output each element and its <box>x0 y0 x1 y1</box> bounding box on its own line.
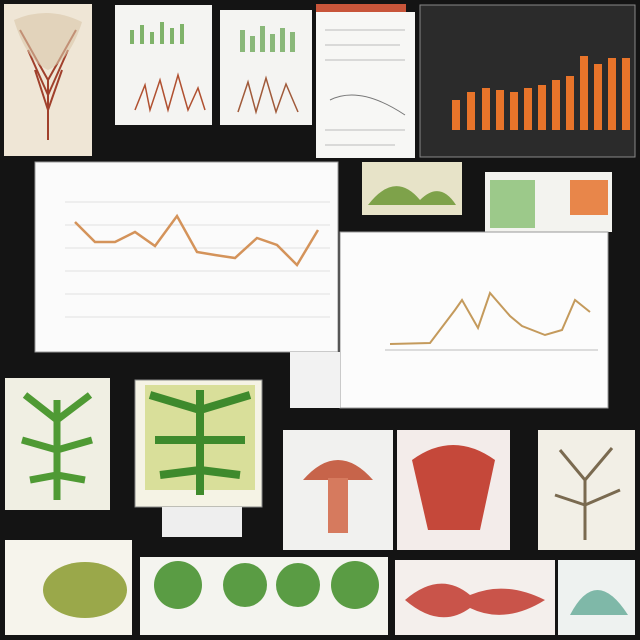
trend-line <box>74 213 320 268</box>
orange-bar <box>566 76 574 130</box>
chart-panel <box>220 10 312 125</box>
leaf-shape <box>43 562 127 618</box>
document-lines <box>325 29 405 146</box>
orange-bar <box>452 100 460 130</box>
mini-bar <box>130 30 134 44</box>
mini-bars <box>240 26 295 52</box>
orange-bar <box>622 58 630 130</box>
orange-bar <box>538 85 546 130</box>
dark-chart-panel <box>419 4 636 158</box>
document-header <box>316 4 406 12</box>
caption-box <box>162 507 242 537</box>
teal-shape <box>570 590 628 615</box>
sheet-orange <box>570 180 608 215</box>
mini-bar <box>160 22 164 44</box>
mini-bar <box>180 24 184 44</box>
mini-bar <box>280 28 285 52</box>
coral-shape <box>412 445 495 530</box>
mini-bar <box>150 32 154 44</box>
orange-bar <box>594 64 602 130</box>
document-curve <box>329 94 406 116</box>
mini-bar <box>270 34 275 52</box>
orange-bar <box>496 90 504 130</box>
muscle-shape <box>405 583 545 618</box>
orange-bar <box>552 80 560 130</box>
tree-row <box>154 561 379 609</box>
tree-crown <box>154 561 202 609</box>
mini-bar <box>250 36 255 52</box>
tree-crown <box>331 561 379 609</box>
mini-bars <box>130 22 184 44</box>
green-tree <box>21 392 93 500</box>
trend-line <box>389 291 591 345</box>
tree-crown <box>276 563 320 607</box>
sheet-green <box>490 180 535 228</box>
mushroom-cap <box>303 460 373 480</box>
tree-crown <box>223 563 267 607</box>
grid <box>65 201 330 318</box>
mushroom-stem <box>328 478 348 533</box>
green-tree <box>148 390 252 495</box>
line-chart-panel <box>34 161 339 353</box>
mini-bar <box>290 32 295 52</box>
panel-edge <box>290 352 340 408</box>
landscape-shape <box>368 186 456 205</box>
mini-line <box>134 72 206 113</box>
orange-bar <box>467 92 475 130</box>
orange-bar <box>524 88 532 130</box>
orange-bar <box>608 58 616 130</box>
mini-bar <box>140 25 144 44</box>
orange-bar <box>510 92 518 130</box>
mini-bar <box>170 28 174 44</box>
orange-bar <box>580 56 588 130</box>
orange-bar <box>482 88 490 130</box>
branch-drawing <box>554 447 621 540</box>
tree-crown <box>14 12 82 70</box>
orange-bars <box>452 56 630 130</box>
mini-bar <box>260 26 265 52</box>
document-panel <box>316 12 415 158</box>
landscape-panel <box>362 162 462 215</box>
mini-bar <box>240 30 245 52</box>
mini-line <box>237 75 299 115</box>
